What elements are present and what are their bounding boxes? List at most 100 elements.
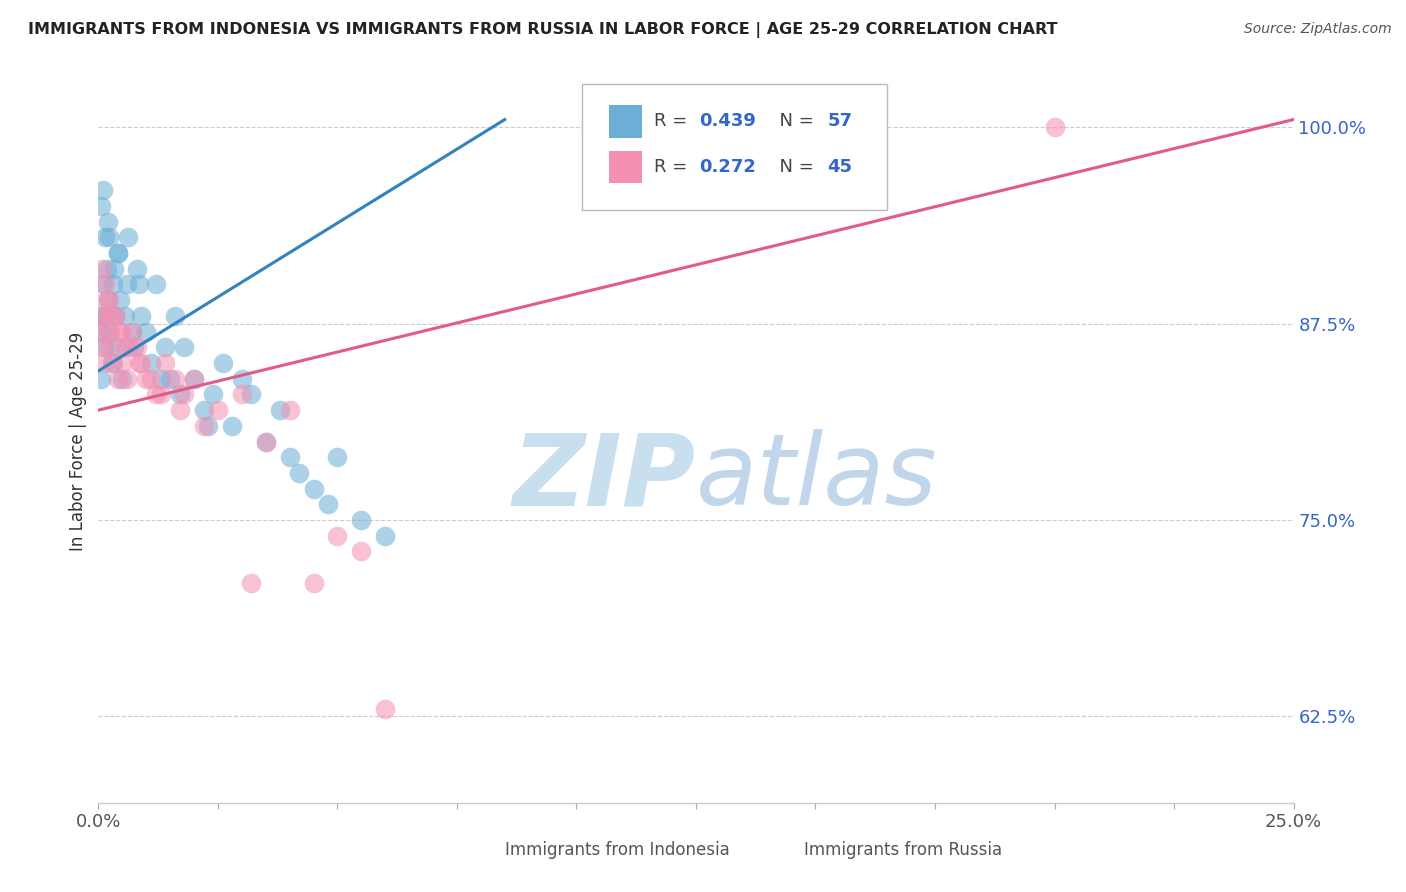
Point <box>107 372 129 386</box>
Point <box>107 246 129 260</box>
Point <box>155 340 177 354</box>
Point <box>121 325 143 339</box>
Point <box>231 372 253 386</box>
Point <box>125 340 148 354</box>
Point <box>240 575 263 590</box>
Point <box>302 575 325 590</box>
Point <box>139 372 162 386</box>
Point <box>128 356 150 370</box>
Point <box>316 497 339 511</box>
Point <box>96 309 118 323</box>
Point <box>163 309 186 323</box>
Point <box>169 387 191 401</box>
Y-axis label: In Labor Force | Age 25-29: In Labor Force | Age 25-29 <box>69 332 87 551</box>
Point <box>115 277 138 292</box>
Point <box>97 325 120 339</box>
Point <box>90 199 112 213</box>
Text: Immigrants from Russia: Immigrants from Russia <box>804 841 1001 859</box>
Point <box>97 293 120 308</box>
Point <box>350 513 373 527</box>
Point <box>278 450 301 465</box>
Point <box>207 403 229 417</box>
Point <box>221 418 243 433</box>
Point <box>93 356 115 370</box>
Point <box>135 325 157 339</box>
Point <box>108 325 131 339</box>
Text: N =: N = <box>768 112 820 130</box>
Point <box>94 309 117 323</box>
Text: atlas: atlas <box>696 429 938 526</box>
Point <box>104 309 127 323</box>
Point <box>269 403 291 417</box>
Text: 0.439: 0.439 <box>700 112 756 130</box>
Point <box>91 325 114 339</box>
Point <box>110 325 132 339</box>
Point <box>101 277 124 292</box>
Text: 45: 45 <box>827 158 852 176</box>
Point <box>183 372 205 386</box>
FancyBboxPatch shape <box>470 838 499 865</box>
Point <box>108 293 131 308</box>
Point <box>103 309 125 323</box>
Point <box>121 325 143 339</box>
Point <box>278 403 301 417</box>
Point <box>96 214 118 228</box>
Point <box>169 403 191 417</box>
Point <box>173 387 195 401</box>
Point <box>139 356 162 370</box>
Point <box>374 701 396 715</box>
Point <box>211 356 233 370</box>
Text: ZIP: ZIP <box>513 429 696 526</box>
Point <box>145 387 167 401</box>
Point <box>326 529 349 543</box>
Point <box>145 277 167 292</box>
FancyBboxPatch shape <box>768 838 797 865</box>
FancyBboxPatch shape <box>609 151 643 183</box>
Point <box>131 356 153 370</box>
Point <box>197 418 219 433</box>
Point <box>202 387 225 401</box>
Point <box>97 230 120 244</box>
Text: 57: 57 <box>827 112 852 130</box>
Point <box>131 309 153 323</box>
Text: R =: R = <box>654 158 693 176</box>
Point <box>90 309 112 323</box>
Text: Source: ZipAtlas.com: Source: ZipAtlas.com <box>1244 22 1392 37</box>
Point <box>90 372 112 386</box>
Point <box>114 340 136 354</box>
Point <box>96 261 118 276</box>
Point <box>302 482 325 496</box>
Text: Immigrants from Indonesia: Immigrants from Indonesia <box>505 841 730 859</box>
Point <box>91 340 114 354</box>
Point <box>115 372 138 386</box>
Point <box>183 372 205 386</box>
Point <box>128 277 150 292</box>
Point <box>105 340 128 354</box>
Point <box>111 356 134 370</box>
Point <box>94 277 117 292</box>
Point <box>94 293 117 308</box>
Point <box>326 450 349 465</box>
Point <box>101 356 124 370</box>
Point <box>135 372 157 386</box>
Point <box>193 418 215 433</box>
Point <box>107 246 129 260</box>
Point <box>90 261 112 276</box>
Point <box>98 325 122 339</box>
Point <box>104 309 127 323</box>
Point <box>98 340 122 354</box>
Point <box>254 434 277 449</box>
Point <box>231 387 253 401</box>
Point <box>94 230 117 244</box>
Point <box>91 277 114 292</box>
Point <box>163 372 186 386</box>
Point <box>125 261 148 276</box>
Text: IMMIGRANTS FROM INDONESIA VS IMMIGRANTS FROM RUSSIA IN LABOR FORCE | AGE 25-29 C: IMMIGRANTS FROM INDONESIA VS IMMIGRANTS … <box>28 22 1057 38</box>
Point <box>90 309 112 323</box>
Point <box>1043 120 1066 135</box>
Point <box>97 293 120 308</box>
Point <box>118 340 141 354</box>
Point <box>193 403 215 417</box>
Point <box>149 387 172 401</box>
Point <box>111 372 134 386</box>
